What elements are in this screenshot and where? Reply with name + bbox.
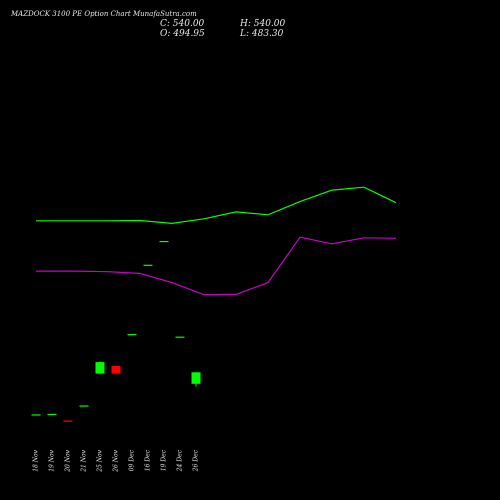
high-value: H: 540.00: [240, 19, 286, 29]
x-tick-label: 21 Nov: [81, 449, 88, 472]
x-tick-label: 20 Nov: [65, 449, 72, 472]
indicator-line-1: [36, 186, 397, 225]
x-tick-label: 19 Dec: [161, 449, 168, 471]
open-value: O: 494.95: [160, 29, 205, 39]
x-tick-label: 24 Dec: [177, 449, 184, 472]
candle-body: [143, 264, 153, 266]
x-tick-label: 09 Dec: [129, 449, 136, 471]
candle-body: [79, 405, 89, 407]
close-value: C: 540.00: [160, 19, 205, 29]
candle-body: [159, 240, 169, 243]
indicator-line-2: [36, 236, 397, 296]
x-tick-label: 19 Nov: [49, 449, 56, 471]
candle-body: [191, 372, 201, 384]
chart-title: MAZDOCK 3100 PE Option Chart MunafaSutra…: [11, 10, 197, 18]
x-tick-label: 18 Nov: [33, 449, 40, 471]
candle-body: [127, 334, 137, 336]
candle-body: [175, 336, 185, 338]
candle-body: [95, 362, 105, 374]
candle-body: [63, 420, 73, 422]
x-tick-label: 26 Dec: [193, 449, 200, 472]
x-tick-label: 25 Nov: [97, 449, 104, 472]
candle-body: [111, 365, 121, 374]
candle-body: [31, 414, 41, 416]
candle-body: [47, 413, 57, 416]
low-value: L: 483.30: [240, 29, 284, 39]
x-tick-label: 16 Dec: [145, 449, 152, 471]
x-tick-label: 26 Nov: [113, 449, 120, 472]
